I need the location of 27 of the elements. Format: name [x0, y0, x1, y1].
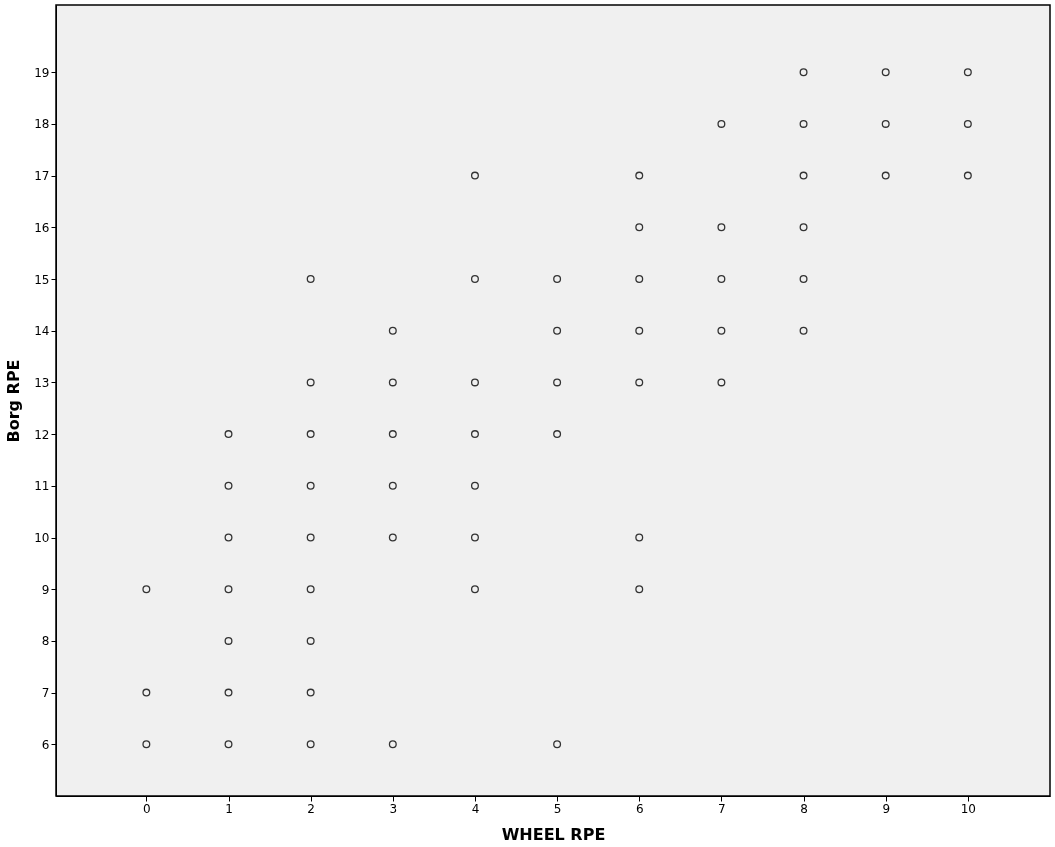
y-tick-label: 10	[34, 531, 50, 545]
x-tick-label: 1	[225, 801, 233, 816]
y-tick-label: 8	[41, 634, 50, 649]
x-tick-label: 7	[718, 801, 726, 816]
x-tick-label: 8	[800, 801, 808, 816]
x-tick-label: 5	[553, 801, 562, 816]
y-tick-label: 14	[34, 324, 50, 339]
x-tick-label: 2	[307, 801, 315, 816]
x-tick-label: 4	[471, 801, 480, 816]
x-tick-label: 3	[389, 801, 398, 816]
y-tick-label: 13	[34, 375, 50, 390]
y-tick-label: 11	[34, 479, 50, 494]
y-tick-label: 15	[34, 272, 50, 287]
y-tick-label: 16	[34, 220, 50, 235]
x-tick-label: 0	[143, 801, 151, 816]
x-tick-label: 6	[635, 801, 644, 816]
y-tick-label: 18	[34, 117, 50, 132]
y-tick-label: 17	[34, 169, 50, 184]
x-tick-label: 9	[882, 801, 891, 816]
y-tick-label: 6	[41, 737, 50, 752]
y-axis-title: Borg RPE	[4, 359, 24, 443]
x-axis-title: WHEEL RPE	[501, 824, 606, 844]
y-tick-label: 7	[41, 686, 50, 701]
y-tick-label: 12	[34, 427, 50, 442]
y-tick-label: 19	[34, 65, 50, 80]
x-tick-label: 10	[960, 801, 976, 816]
y-tick-label: 9	[41, 582, 50, 597]
